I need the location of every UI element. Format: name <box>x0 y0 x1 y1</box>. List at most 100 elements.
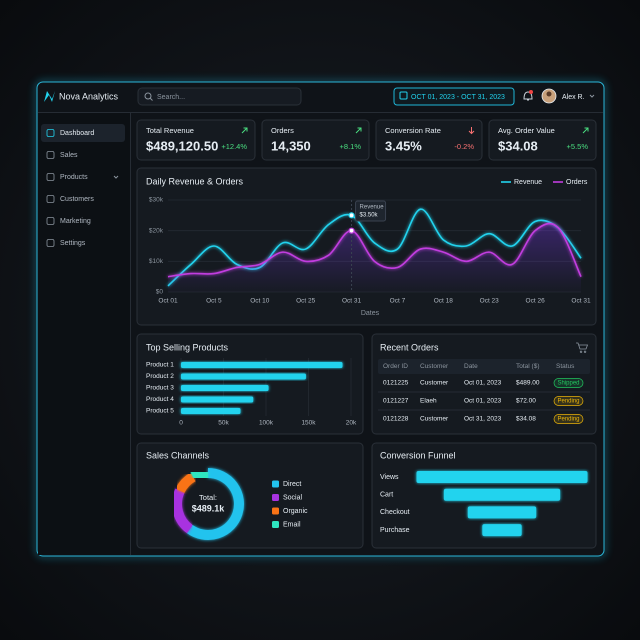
x-tick-label: Oct 23 <box>480 298 500 305</box>
nav-item[interactable]: Sales <box>60 152 78 159</box>
x-tick-label: Oct 31 <box>571 298 591 305</box>
y-tick-label: Product 2 <box>146 373 174 380</box>
table-title: Recent Orders <box>380 342 439 352</box>
legend-label[interactable]: Direct <box>283 481 301 488</box>
legend-swatch[interactable] <box>272 480 279 488</box>
center-label: Total: <box>199 493 217 502</box>
table-cell: $489.00 <box>516 380 540 387</box>
nav-icon <box>46 195 55 203</box>
table-cell: 0121225 <box>383 380 409 387</box>
user-name[interactable]: Alex R. <box>562 94 585 101</box>
donut-segment[interactable] <box>186 468 244 540</box>
table-cell: Customer <box>420 416 449 423</box>
y-tick-label: $0 <box>156 289 164 296</box>
table-cell: 0121228 <box>383 416 409 423</box>
kpi-value: 3.45% <box>385 138 422 153</box>
table-header: Total ($) <box>516 363 539 370</box>
bar[interactable] <box>181 362 343 368</box>
status-badge <box>553 378 584 388</box>
x-tick-label: Oct 5 <box>206 298 222 305</box>
legend-label[interactable]: Orders <box>566 179 588 186</box>
funnel-bar[interactable] <box>467 506 537 519</box>
y-tick-label: $10k <box>149 258 164 265</box>
kpi-value: 14,350 <box>271 138 311 153</box>
calendar-icon <box>399 91 408 100</box>
x-tick-label: 50k <box>218 420 229 427</box>
funnel-bar[interactable] <box>443 488 561 501</box>
table-cell: Oct 31, 2023 <box>464 416 502 423</box>
x-tick-label: Oct 26 <box>526 298 546 305</box>
donut-segment[interactable] <box>190 468 209 482</box>
y-tick-label: Product 4 <box>146 396 174 403</box>
user-menu-chevron[interactable] <box>589 94 595 98</box>
table-header: Status <box>556 363 575 370</box>
chart-title: Sales Channels <box>146 450 210 460</box>
nav-item[interactable]: Marketing <box>60 218 91 225</box>
legend-swatch[interactable] <box>272 494 279 501</box>
series-area <box>168 223 581 292</box>
x-tick-label: 100k <box>259 420 274 427</box>
tooltip <box>355 200 387 222</box>
kpi-trend-arrow <box>241 127 248 134</box>
sidebar <box>38 113 130 555</box>
funnel-label: Views <box>380 474 399 481</box>
status-badge <box>553 414 584 424</box>
legend-label[interactable]: Revenue <box>514 179 542 186</box>
bell-icon[interactable] <box>523 91 533 101</box>
y-tick-label: Product 5 <box>146 408 174 415</box>
legend-swatch[interactable] <box>272 507 279 515</box>
nav-icon <box>46 217 55 225</box>
kpi-card <box>261 119 370 161</box>
bar[interactable] <box>181 408 241 414</box>
nav-item[interactable]: Products <box>60 174 88 181</box>
table-header-bg <box>378 359 590 374</box>
search-icon <box>149 97 153 101</box>
status-label: Pending <box>557 399 579 405</box>
table-cell: Customer <box>420 380 449 387</box>
legend-label[interactable]: Social <box>283 494 303 501</box>
kpi-label: Avg. Order Value <box>498 126 555 135</box>
donut-segment[interactable] <box>172 488 193 534</box>
nav-item[interactable]: Dashboard <box>60 130 94 137</box>
funnel-bar[interactable] <box>416 471 588 483</box>
logo <box>44 91 55 102</box>
funnel-bar[interactable] <box>482 524 522 537</box>
legend-swatch[interactable] <box>272 521 279 528</box>
nav-active <box>41 124 125 142</box>
y-tick-label: $30k <box>149 197 164 204</box>
kpi-label: Orders <box>271 126 294 135</box>
bar[interactable] <box>181 385 269 391</box>
legend-label[interactable]: Email <box>283 521 301 528</box>
kpi-trend-arrow <box>582 127 589 134</box>
kpi-card <box>375 119 483 161</box>
avatar <box>546 91 552 97</box>
nav-item[interactable]: Customers <box>60 196 94 203</box>
kpi-trend-arrow <box>468 127 475 135</box>
bar[interactable] <box>181 396 254 403</box>
kpi-label: Conversion Rate <box>385 126 441 135</box>
x-tick-label: Oct 25 <box>296 298 316 305</box>
y-tick-label: $20k <box>149 227 164 234</box>
x-tick-label: Oct 10 <box>250 298 270 305</box>
series-line <box>167 208 582 287</box>
nav-item[interactable]: Settings <box>60 240 86 247</box>
tooltip-value: $3.50k <box>360 213 379 219</box>
search-box[interactable] <box>137 87 302 106</box>
donut-segment[interactable] <box>175 472 196 494</box>
x-axis-label: Dates <box>361 310 380 317</box>
cart-icon[interactable] <box>576 342 589 353</box>
kpi-change: +12.4% <box>221 142 247 151</box>
table-cell: 0121227 <box>383 398 409 405</box>
legend-label[interactable]: Organic <box>283 508 308 515</box>
bar[interactable] <box>181 373 306 380</box>
x-tick-label: Oct 7 <box>390 298 406 305</box>
search-icon <box>144 92 152 100</box>
x-tick-label: Oct 31 <box>342 298 362 305</box>
hover-point <box>348 227 355 234</box>
notification-dot <box>529 90 533 94</box>
date-range-picker[interactable] <box>393 87 515 106</box>
table-header: Customer <box>420 363 449 370</box>
nav-icon <box>46 239 55 247</box>
chart-title: Daily Revenue & Orders <box>146 176 244 186</box>
table-cell: Elaeh <box>420 398 437 405</box>
